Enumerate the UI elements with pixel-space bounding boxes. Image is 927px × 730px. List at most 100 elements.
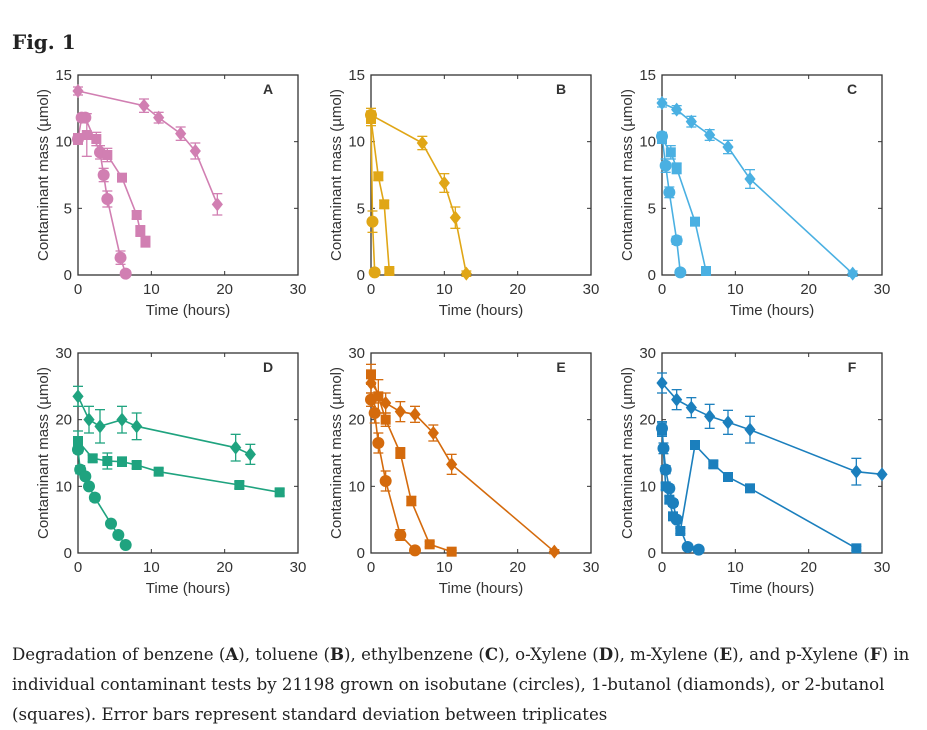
data-point-square (73, 436, 83, 446)
data-point-diamond (72, 84, 84, 98)
data-point-circle (114, 251, 127, 264)
data-point-diamond (175, 126, 187, 141)
caption-text: ), toluene ( (238, 644, 331, 664)
panel-f: 0 10 20 30 0 10 20 30 Time (hours) Contaminant ma… (619, 345, 890, 597)
data-point-diamond (416, 136, 428, 150)
data-point-diamond (427, 426, 439, 440)
y-tick-label: 30 (348, 345, 365, 362)
data-point-circle (79, 111, 92, 124)
y-axis-label: Contaminant mass (µmol) (328, 89, 345, 261)
panel-letter: A (263, 81, 273, 97)
series-square (366, 363, 457, 557)
data-point-circle (83, 480, 95, 493)
data-point-square (140, 236, 151, 247)
data-point-diamond (72, 389, 84, 404)
data-point-diamond (409, 407, 421, 422)
data-point-circle (670, 234, 683, 247)
data-point-circle (105, 517, 117, 530)
y-axis-label: Contaminant mass (µmol) (35, 89, 52, 261)
x-tick-label: 10 (436, 281, 453, 298)
plot-area (365, 107, 472, 281)
y-tick-label: 15 (348, 67, 365, 84)
data-point-diamond (704, 128, 716, 142)
data-point-diamond (94, 419, 106, 434)
x-tick-label: 0 (658, 559, 666, 576)
panel-letter: F (848, 359, 857, 375)
series-diamond (72, 84, 223, 216)
data-point-square (395, 448, 406, 458)
data-point-circle (663, 186, 676, 199)
data-point-circle (409, 544, 421, 557)
data-point-diamond (685, 114, 697, 129)
x-axis-label: Time (hours) (439, 302, 523, 319)
data-point-square (851, 543, 862, 554)
data-point-square (102, 150, 113, 160)
data-point-diamond (744, 422, 756, 437)
data-point-square (131, 210, 142, 220)
data-point-square (668, 511, 678, 522)
panel-letter: E (556, 359, 565, 375)
x-tick-label: 0 (74, 281, 82, 298)
panel-letter: D (263, 359, 273, 375)
y-tick-label: 5 (357, 200, 365, 217)
data-point-square (117, 172, 127, 183)
series-circle (72, 443, 132, 551)
y-tick-label: 20 (55, 412, 72, 429)
data-point-square (675, 526, 686, 536)
data-point-circle (372, 437, 385, 449)
x-tick-label: 20 (800, 559, 817, 576)
data-point-square (723, 472, 733, 482)
y-tick-label: 10 (639, 478, 656, 495)
data-point-diamond (446, 457, 458, 472)
data-point-diamond (704, 409, 716, 424)
x-tick-label: 30 (290, 559, 307, 576)
plot-area (72, 84, 223, 280)
data-point-square (657, 424, 667, 435)
data-point-diamond (850, 464, 862, 479)
caption-text: Degradation of benzene ( (12, 644, 226, 664)
data-point-circle (368, 266, 381, 279)
plot-area (72, 385, 285, 551)
panel-letter: B (556, 81, 566, 97)
x-tick-label: 10 (727, 559, 744, 576)
x-tick-label: 20 (216, 559, 233, 576)
data-point-square (153, 466, 164, 477)
panel-letter: C (847, 81, 857, 97)
data-point-square (380, 414, 391, 425)
data-point-square (406, 496, 417, 506)
x-axis-label: Time (hours) (146, 302, 230, 319)
data-point-square (73, 134, 83, 144)
y-axis-label: Contaminant mass (µmol) (619, 367, 636, 539)
panel-a: 0 10 20 30 0 5 10 15 Time (hours) Contaminant mas… (35, 67, 306, 319)
data-point-square (384, 266, 395, 276)
x-tick-label: 30 (583, 281, 600, 298)
x-tick-label: 10 (436, 559, 453, 576)
y-tick-label: 10 (639, 134, 656, 151)
data-point-circle (112, 529, 125, 541)
y-axis-label: Contaminant mass (µmol) (35, 367, 52, 539)
caption-text: ) in individual contaminant tests by 211… (12, 644, 910, 724)
y-tick-label: 0 (357, 267, 365, 284)
x-tick-label: 10 (143, 281, 160, 298)
data-point-circle (119, 267, 132, 280)
data-point-diamond (847, 266, 859, 281)
y-tick-label: 0 (64, 545, 72, 562)
x-tick-label: 30 (583, 559, 600, 576)
caption-panel-ref: A (225, 643, 239, 664)
data-point-square (366, 114, 376, 124)
data-point-square (87, 453, 98, 464)
data-point-circle (119, 539, 132, 551)
series-line (77, 116, 127, 274)
data-point-square (745, 483, 755, 494)
panel-d: 0 10 20 30 0 10 20 30 Time (hours) Contaminant ma… (35, 345, 306, 597)
x-tick-label: 10 (727, 281, 744, 298)
data-point-square (690, 216, 700, 227)
data-point-circle (101, 193, 114, 205)
series-line (77, 90, 219, 205)
data-point-diamond (189, 144, 201, 158)
data-point-diamond (671, 392, 683, 407)
data-point-diamond (460, 266, 472, 281)
data-point-square (234, 480, 245, 490)
y-axis-label: Contaminant mass (µmol) (619, 89, 636, 261)
y-tick-label: 30 (55, 345, 72, 362)
